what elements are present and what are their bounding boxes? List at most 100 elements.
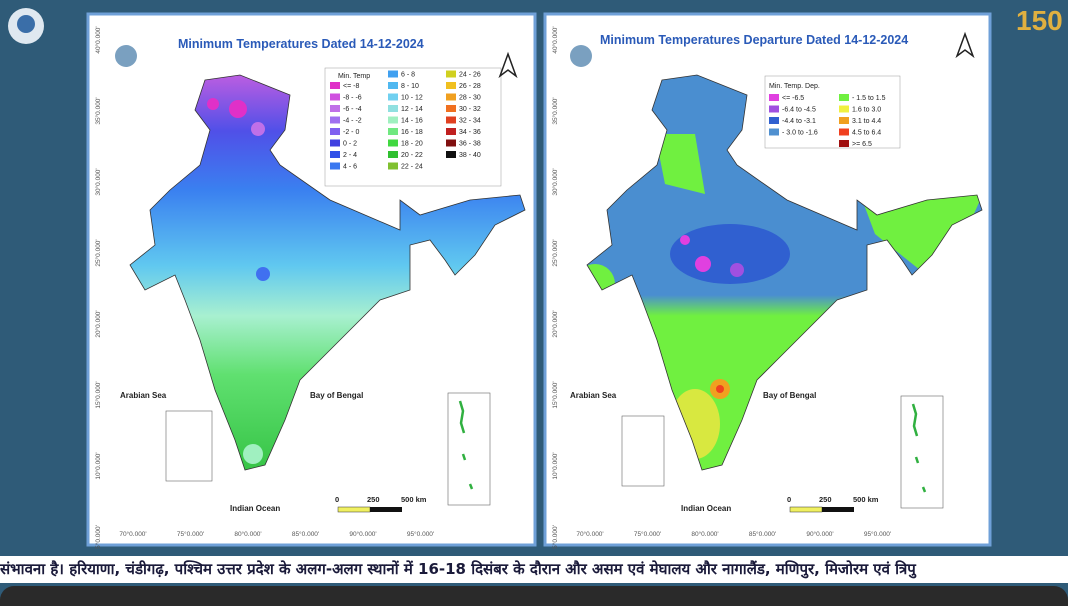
legend-label: >= 6.5: [852, 141, 872, 148]
lat-tick-label: 5°0.000': [94, 525, 102, 549]
legend-swatch: [330, 128, 340, 135]
lat-tick-label: 20°0.000': [94, 310, 102, 337]
legend-swatch: [446, 116, 456, 124]
lat-tick-label: 5°0.000': [551, 525, 559, 549]
sea-label: Bay of Bengal: [763, 391, 816, 400]
scale-label: 250: [367, 495, 380, 504]
lon-tick-label: 90°0.000': [806, 530, 833, 538]
legend-swatch: [446, 128, 456, 135]
legend-label: -2 - 0: [343, 129, 359, 136]
lat-tick-label: 25°0.000': [551, 239, 559, 266]
lon-tick-label: 70°0.000': [119, 530, 146, 538]
legend-swatch: [839, 128, 849, 136]
lon-tick-label: 95°0.000': [864, 530, 891, 538]
lat-tick-label: 10°0.000': [551, 452, 559, 479]
sea-label: Arabian Sea: [570, 391, 617, 400]
legend-label: 24 - 26: [459, 72, 481, 79]
legend-swatch: [330, 116, 340, 124]
legend-swatch: [446, 151, 456, 158]
lat-tick-label: 15°0.000': [551, 381, 559, 408]
map-title: Minimum Temperatures Departure Dated 14-…: [600, 33, 908, 47]
lat-tick-label: 35°0.000': [94, 97, 102, 124]
legend-swatch: [388, 105, 398, 112]
legend-swatch: [330, 162, 340, 170]
legend-label: <= -8: [343, 83, 359, 90]
lat-tick-label: 30°0.000': [551, 168, 559, 195]
min-temp-panel: Minimum Temperatures Dated 14-12-2024 Min…: [86, 12, 537, 549]
legend-label: <= -6.5: [782, 95, 804, 102]
scale-label: 0: [787, 495, 791, 504]
legend-label: -6.4 to -4.5: [782, 107, 816, 114]
legend-swatch: [446, 70, 456, 78]
legend-label: 16 - 18: [401, 129, 423, 136]
legend-label: 30 - 32: [459, 106, 481, 113]
map-title: Minimum Temperatures Dated 14-12-2024: [178, 37, 424, 51]
legend-label: 12 - 14: [401, 106, 423, 113]
legend-label: 26 - 28: [459, 83, 481, 90]
legend-label: 4 - 6: [343, 164, 357, 171]
sea-label: Bay of Bengal: [310, 391, 363, 400]
legend-swatch: [769, 117, 779, 124]
legend-swatch: [330, 82, 340, 89]
lon-tick-label: 70°0.000': [576, 530, 603, 538]
legend-swatch: [388, 70, 398, 78]
legend-label: 3.1 to 4.4: [852, 118, 881, 125]
legend-label: 6 - 8: [401, 72, 415, 79]
legend-label: 36 - 38: [459, 141, 481, 148]
legend-label: 4.5 to 6.4: [852, 130, 881, 137]
legend-swatch: [330, 105, 340, 112]
lat-tick-label: 10°0.000': [94, 452, 102, 479]
legend-swatch: [388, 162, 398, 170]
scale-label: 250: [819, 495, 832, 504]
legend-label: 28 - 30: [459, 95, 481, 102]
legend-swatch: [839, 140, 849, 147]
legend-swatch: [388, 93, 398, 101]
legend-swatch: [769, 105, 779, 113]
scale-label: 0: [335, 495, 339, 504]
scale-label: 500 km: [853, 495, 879, 504]
legend-title: Min. Temp: [338, 73, 370, 80]
lon-tick-label: 95°0.000': [407, 530, 434, 538]
bottom-bar: [0, 586, 1068, 606]
legend-label: 10 - 12: [401, 95, 423, 102]
legend-label: 34 - 36: [459, 129, 481, 136]
legend-label: 2 - 4: [343, 152, 357, 159]
ocean-label: Indian Ocean: [230, 504, 280, 513]
lat-tick-label: 35°0.000': [551, 97, 559, 124]
lat-tick-label: 15°0.000': [94, 381, 102, 408]
legend-swatch: [446, 93, 456, 101]
lat-tick-label: 40°0.000': [551, 26, 559, 53]
legend-swatch: [839, 105, 849, 113]
departure-panel: Minimum Temperatures Departure Dated 14-…: [543, 12, 992, 549]
legend-swatch: [769, 128, 779, 136]
legend-swatch: [446, 82, 456, 89]
legend-label: 32 - 34: [459, 118, 481, 125]
legend-label: 0 - 2: [343, 141, 357, 148]
scale-label: 500 km: [401, 495, 427, 504]
legend-swatch: [388, 128, 398, 135]
legend-label: 38 - 40: [459, 152, 481, 159]
logo-emblem-core: [17, 15, 35, 33]
legend-swatch: [330, 151, 340, 158]
lon-tick-label: 80°0.000': [691, 530, 718, 538]
legend-label: -4 - -2: [343, 118, 362, 125]
lat-tick-label: 40°0.000': [94, 26, 102, 53]
lat-tick-label: 30°0.000': [94, 168, 102, 195]
legend-label: 22 - 24: [401, 164, 423, 171]
legend-label: 18 - 20: [401, 141, 423, 148]
ocean-label: Indian Ocean: [681, 504, 731, 513]
legend-swatch: [446, 105, 456, 112]
legend-label: -4.4 to -3.1: [782, 118, 816, 125]
lon-tick-label: 85°0.000': [749, 530, 776, 538]
legend-label: - 3.0 to -1.6: [782, 130, 818, 137]
legend-swatch: [446, 139, 456, 147]
lon-tick-label: 75°0.000': [634, 530, 661, 538]
lat-tick-label: 25°0.000': [94, 239, 102, 266]
legend-label: - 1.5 to 1.5: [852, 95, 886, 102]
lon-tick-label: 85°0.000': [292, 530, 319, 538]
lon-tick-label: 80°0.000': [234, 530, 261, 538]
sea-label: Arabian Sea: [120, 391, 167, 400]
legend-swatch: [388, 151, 398, 158]
legend-label: 8 - 10: [401, 83, 419, 90]
